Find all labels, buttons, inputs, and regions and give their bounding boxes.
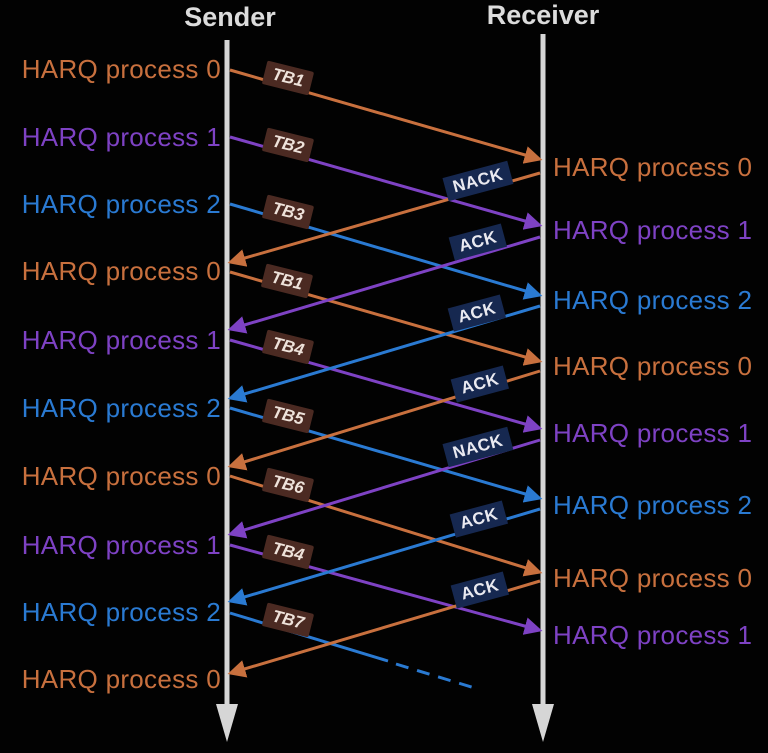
sender-column-title: Sender [184,2,276,32]
sender-harq-label: HARQ process 0 [21,461,221,491]
sender-harq-label: HARQ process 2 [21,597,221,627]
sender-harq-label: HARQ process 0 [21,54,221,84]
receiver-harq-label: HARQ process 1 [553,215,753,245]
receiver-harq-label: HARQ process 0 [553,351,753,381]
sender-harq-label: HARQ process 2 [21,189,221,219]
receiver-harq-label: HARQ process 2 [553,285,753,315]
arrow-tb7-dashed-continuation [395,662,479,691]
sender-harq-label: HARQ process 1 [21,325,221,355]
receiver-harq-label: HARQ process 0 [553,563,753,593]
receiver-harq-label: HARQ process 1 [553,418,753,448]
sender-harq-label: HARQ process 1 [21,122,221,152]
arrow-ack-tb2 [227,235,541,334]
receiver-harq-label: HARQ process 1 [553,620,753,650]
receiver-harq-label: HARQ process 0 [553,152,753,182]
receiver-timeline-arrowhead [532,704,554,742]
sender-harq-label: HARQ process 2 [21,393,221,423]
sender-timeline-arrowhead [216,704,238,742]
sender-harq-label: HARQ process 0 [21,664,221,694]
sender-harq-label: HARQ process 1 [21,530,221,560]
receiver-column-title: Receiver [486,0,600,30]
arrow-tb7 [229,611,389,663]
receiver-harq-label: HARQ process 2 [553,490,753,520]
sender-harq-label: HARQ process 0 [21,256,221,286]
